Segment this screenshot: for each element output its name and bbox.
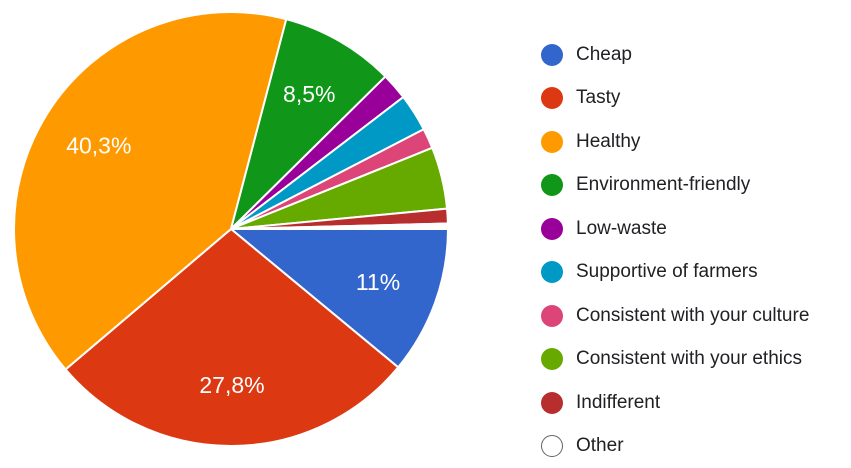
data-label-cheap: 11% (356, 269, 400, 295)
legend-swatch-environment-friendly (541, 174, 563, 196)
data-label-environment-friendly: 8,5% (283, 81, 335, 107)
legend-swatch-supportive-of-farmers (541, 261, 563, 283)
legend-label: Supportive of farmers (576, 261, 758, 283)
legend-item-consistent-with-your-culture: Consistent with your culture (541, 294, 809, 338)
legend-item-indifferent: Indifferent (541, 381, 809, 425)
legend-swatch-consistent-with-your-culture (541, 305, 563, 327)
legend-item-cheap: Cheap (541, 33, 809, 77)
legend-label: Indifferent (576, 392, 660, 414)
legend-swatch-cheap (541, 44, 563, 66)
legend-label: Low-waste (576, 218, 667, 240)
legend-item-consistent-with-your-ethics: Consistent with your ethics (541, 338, 809, 382)
legend-item-supportive-of-farmers: Supportive of farmers (541, 251, 809, 295)
legend-item-healthy: Healthy (541, 120, 809, 164)
legend-swatch-other (541, 435, 563, 457)
legend-label: Cheap (576, 44, 632, 66)
legend: Cheap Tasty Healthy Environment-friendly Low… (541, 33, 809, 468)
legend-label: Environment-friendly (576, 174, 750, 196)
legend-item-other: Other (541, 425, 809, 468)
legend-label: Healthy (576, 131, 640, 153)
legend-item-low-waste: Low-waste (541, 207, 809, 251)
legend-swatch-healthy (541, 131, 563, 153)
legend-swatch-consistent-with-your-ethics (541, 348, 563, 370)
data-label-healthy: 40,3% (66, 133, 131, 159)
legend-item-environment-friendly: Environment-friendly (541, 164, 809, 208)
legend-swatch-indifferent (541, 392, 563, 414)
legend-swatch-tasty (541, 87, 563, 109)
legend-label: Consistent with your culture (576, 305, 809, 327)
data-label-tasty: 27,8% (199, 372, 264, 398)
legend-item-tasty: Tasty (541, 77, 809, 121)
legend-label: Consistent with your ethics (576, 348, 802, 370)
legend-label: Other (576, 435, 624, 457)
legend-label: Tasty (576, 87, 620, 109)
legend-swatch-low-waste (541, 218, 563, 240)
